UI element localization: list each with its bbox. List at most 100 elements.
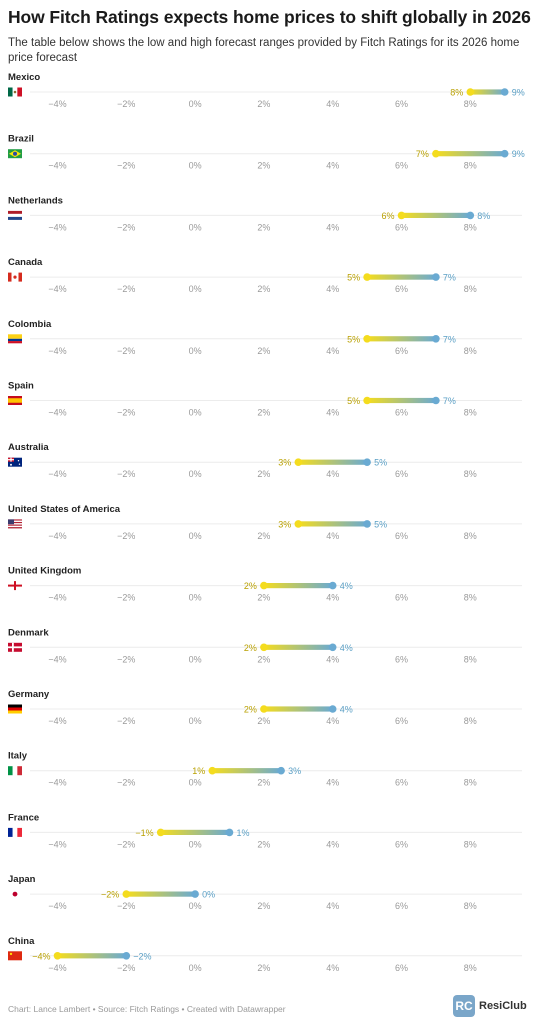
range-bar — [263, 583, 333, 589]
range-bar — [367, 336, 436, 342]
high-value-label: 0% — [202, 890, 215, 900]
high-value-label: 5% — [374, 519, 387, 529]
x-tick-label: 4% — [326, 716, 339, 726]
range-bar — [401, 212, 471, 218]
high-dot — [363, 458, 371, 467]
x-tick-label: −4% — [48, 778, 66, 788]
x-tick-label: 4% — [326, 99, 339, 109]
row-brazil: Brazil −4% −2% 0% 2% 4% 6% 8% 7% 9% — [8, 134, 525, 171]
resiclub-logo: RC ResiClub — [453, 995, 527, 1017]
x-tick-label: −2% — [117, 839, 135, 849]
country-label: Denmark — [8, 627, 49, 638]
country-label: Japan — [8, 874, 36, 885]
flag-icon-canada — [8, 272, 22, 282]
x-tick-label: −2% — [117, 346, 135, 356]
country-label: Spain — [8, 381, 34, 392]
x-tick-label: 2% — [257, 839, 270, 849]
high-dot — [363, 520, 371, 528]
high-value-label: 3% — [288, 766, 301, 776]
x-tick-label: −2% — [117, 716, 135, 726]
low-value-label: 5% — [347, 273, 360, 283]
x-tick-label: 0% — [189, 839, 202, 849]
chart-title: How Fitch Ratings expects home prices to… — [8, 7, 531, 27]
x-tick-label: 6% — [395, 654, 408, 664]
low-value-label: 2% — [244, 643, 257, 653]
x-tick-label: −4% — [48, 593, 66, 603]
x-tick-label: −2% — [117, 778, 135, 788]
x-tick-label: 8% — [464, 469, 477, 479]
x-tick-label: 8% — [464, 222, 477, 232]
flag-icon-netherlands — [8, 210, 22, 220]
x-tick-label: 8% — [464, 654, 477, 664]
range-bar — [160, 829, 230, 835]
x-tick-label: −4% — [48, 222, 66, 232]
x-tick-label: 2% — [257, 222, 270, 232]
row-spain: Spain −4% −2% 0% 2% 4% 6% 8% 5% 7% — [8, 381, 522, 418]
x-tick-label: 8% — [464, 716, 477, 726]
x-tick-label: 0% — [189, 531, 202, 541]
flag-icon-england — [8, 581, 22, 591]
flag-icon-spain — [8, 396, 22, 405]
x-tick-label: 4% — [326, 222, 339, 232]
country-label: United States of America — [8, 504, 121, 515]
high-value-label: 7% — [443, 273, 456, 283]
low-dot — [363, 335, 371, 343]
flag-icon-mexico — [8, 87, 22, 97]
country-label: Canada — [8, 257, 43, 268]
range-bar — [298, 459, 368, 465]
high-value-label: 1% — [237, 828, 250, 838]
range-bar — [298, 521, 368, 527]
range-bar — [367, 397, 436, 404]
x-tick-label: −2% — [117, 654, 135, 664]
high-dot — [432, 273, 440, 281]
x-tick-label: 2% — [257, 469, 270, 479]
row-china: China −4% −2% 0% 2% 4% 6% 8% −4% −2% — [8, 936, 522, 973]
flag-icon-australia — [8, 457, 22, 467]
flag-icon-denmark — [8, 642, 22, 652]
low-value-label: 5% — [347, 334, 360, 344]
flag-icon-china — [8, 951, 22, 961]
x-tick-label: −2% — [117, 963, 135, 973]
x-tick-label: 2% — [257, 161, 270, 171]
low-dot — [466, 88, 475, 96]
x-tick-label: 0% — [189, 222, 202, 232]
x-tick-label: 8% — [464, 531, 477, 541]
row-usa: United States of America −4% −2% 0% 2% 4% 6% 8%… — [8, 504, 522, 541]
x-tick-label: −2% — [117, 408, 135, 418]
row-england: United Kingdom −4% −2% 0% 2% 4% 6% 8% 2% 4% — [8, 566, 522, 603]
x-tick-label: 4% — [326, 778, 339, 788]
high-value-label: 4% — [340, 643, 353, 653]
high-dot — [500, 149, 509, 158]
x-tick-label: 2% — [257, 284, 270, 294]
x-tick-label: 6% — [395, 222, 408, 232]
low-dot — [208, 766, 217, 775]
low-dot — [294, 458, 303, 467]
low-dot — [122, 890, 131, 898]
high-value-label: 8% — [477, 211, 490, 221]
x-tick-label: −2% — [117, 593, 135, 603]
high-value-label: 4% — [340, 705, 353, 715]
high-dot — [122, 952, 131, 960]
x-tick-label: 0% — [189, 99, 202, 109]
x-tick-label: 0% — [189, 346, 202, 356]
high-value-label: 9% — [512, 88, 525, 98]
x-tick-label: 0% — [189, 901, 202, 911]
row-denmark: Denmark −4% −2% 0% 2% 4% 6% 8% 2% 4% — [8, 627, 522, 664]
flag-icon-france — [8, 827, 22, 837]
x-tick-label: 6% — [395, 99, 408, 109]
country-label: United Kingdom — [8, 566, 81, 577]
x-tick-label: 8% — [464, 408, 477, 418]
high-value-label: 4% — [340, 581, 353, 591]
low-dot — [432, 149, 440, 158]
low-dot — [156, 828, 165, 837]
x-tick-label: 0% — [189, 716, 202, 726]
x-tick-label: 8% — [464, 161, 477, 171]
x-tick-label: 4% — [326, 654, 339, 664]
low-value-label: 7% — [416, 149, 429, 159]
low-dot — [363, 396, 371, 405]
x-tick-label: 6% — [395, 346, 408, 356]
low-value-label: 8% — [450, 88, 463, 98]
row-italy: Italy −4% −2% 0% 2% 4% 6% 8% 1% 3% — [8, 751, 522, 788]
x-tick-label: 0% — [189, 963, 202, 973]
